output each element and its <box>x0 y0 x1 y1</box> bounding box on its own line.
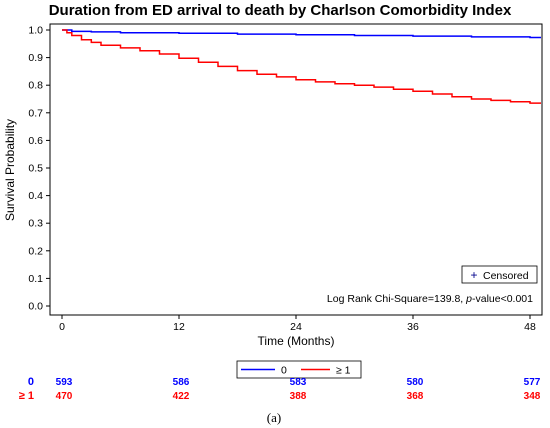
x-tick-label: 36 <box>407 321 419 333</box>
y-axis-label: Survival Probability <box>3 119 17 221</box>
risk-value: 348 <box>524 391 541 402</box>
y-tick-label: 0.6 <box>28 135 43 147</box>
y-tick-label: 1.0 <box>28 25 43 37</box>
censored-legend-box <box>461 265 538 284</box>
censored-legend: + Censored <box>461 265 538 284</box>
figure-caption: (a) <box>267 410 281 425</box>
series-legend: 0 ≥ 1 <box>236 360 362 379</box>
y-tick-label: 0.0 <box>28 301 43 313</box>
legend-label-1: ≥ 1 <box>336 365 351 377</box>
chart-title: Duration from ED arrival to death by Cha… <box>49 2 512 19</box>
risk-value: 470 <box>56 391 73 402</box>
y-tick-label: 0.1 <box>28 273 43 285</box>
risk-row-label: ≥ 1 <box>19 390 34 402</box>
axes: 0.0 0.1 0.2 0.3 0.4 0.5 0.6 0.7 0.8 0.9 1.0 0 12 24 36… <box>28 25 536 334</box>
y-tick-label: 0.8 <box>28 80 43 92</box>
y-tick-label: 0.9 <box>28 52 43 64</box>
x-tick-label: 24 <box>290 321 302 333</box>
x-tick-label: 0 <box>59 321 65 333</box>
x-axis-label: Time (Months) <box>258 334 335 348</box>
series-legend-box <box>236 360 362 379</box>
log-rank-text: Log Rank Chi-Square=139.8, <box>327 293 466 305</box>
censored-plus-icon: + <box>470 268 477 282</box>
risk-value: 388 <box>290 391 307 402</box>
y-tick-label: 0.2 <box>28 245 43 257</box>
risk-value: 583 <box>290 377 307 388</box>
risk-value: 577 <box>524 377 541 388</box>
survival-curves <box>62 29 541 104</box>
p-value-text: -value<0.001 <box>472 293 533 305</box>
y-tick-label: 0.7 <box>28 107 43 119</box>
p-symbol: p <box>465 293 472 305</box>
risk-value: 580 <box>407 377 424 388</box>
x-tick-label: 48 <box>524 321 536 333</box>
y-tick-label: 0.5 <box>28 163 43 175</box>
censored-legend-label: Censored <box>483 270 529 282</box>
legend-label-0: 0 <box>281 365 287 377</box>
risk-value: 593 <box>56 377 73 388</box>
risk-row-label: 0 <box>28 376 34 388</box>
y-tick-label: 0.4 <box>28 190 43 202</box>
risk-value: 586 <box>173 377 190 388</box>
risk-value: 422 <box>173 391 190 402</box>
number-at-risk-table: 0 593 586 583 580 577 ≥ 1 470 422 388 368 348 <box>19 376 541 402</box>
risk-value: 368 <box>407 391 424 402</box>
survival-curve-0 <box>62 29 541 39</box>
survival-curve-1 <box>62 29 541 104</box>
x-tick-label: 12 <box>173 321 185 333</box>
y-tick-label: 0.3 <box>28 218 43 230</box>
log-rank-annotation: Log Rank Chi-Square=139.8, p-value<0.001 <box>327 293 533 305</box>
